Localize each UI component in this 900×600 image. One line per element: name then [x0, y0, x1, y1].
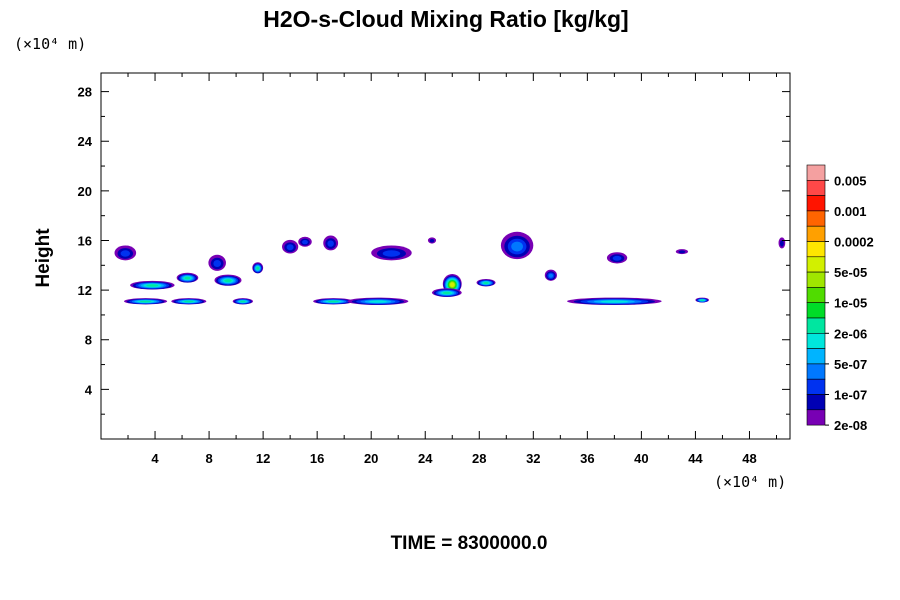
- cloud-contour: [139, 300, 152, 303]
- colorbar-swatch: [806, 363, 826, 380]
- y-axis-label: Height: [33, 228, 54, 288]
- y-tick-label: 16: [78, 233, 92, 248]
- colorbar-swatch: [806, 256, 826, 273]
- cloud-contour: [511, 241, 523, 252]
- x-axis-ticks: 4 8 12 16 20 24 28 32 36 40 44 48: [127, 73, 777, 466]
- cloud-field: [114, 231, 786, 306]
- x-tick-label: 4: [151, 451, 159, 466]
- cloud-contour: [256, 266, 260, 270]
- x-tick-label: 20: [364, 451, 378, 466]
- cloud-contour: [120, 250, 131, 257]
- colorbar-swatch: [806, 394, 826, 411]
- colorbar-label: 0.005: [834, 173, 867, 188]
- colorbar-label: 0.001: [834, 204, 867, 219]
- colorbar-swatch: [806, 210, 826, 227]
- y-tick-label: 24: [78, 134, 93, 149]
- cloud-contour: [213, 259, 221, 267]
- cloud-contour: [240, 300, 246, 303]
- y-tick-label: 20: [78, 184, 92, 199]
- colorbar-label: 5e-05: [834, 265, 867, 280]
- cloud-contour: [286, 244, 294, 251]
- x-tick-label: 24: [418, 451, 433, 466]
- cloud-contour: [678, 250, 686, 254]
- cloud-contour: [700, 299, 705, 301]
- x-tick-label: 40: [634, 451, 648, 466]
- cloud-contour: [442, 291, 451, 295]
- cloud-contour: [146, 284, 159, 287]
- cloud-contour: [483, 281, 489, 284]
- cloud-contour: [382, 250, 401, 257]
- plot-frame: [100, 72, 791, 440]
- y-axis-unit-label: (×10⁴ m): [14, 35, 86, 53]
- y-tick-label: 12: [78, 283, 92, 298]
- colorbar-label: 1e-05: [834, 296, 867, 311]
- colorbar-swatch: [806, 409, 826, 426]
- colorbar: 0.005 0.001 0.0002 5e-05 1e-05 2e-06 5e-07 1e-0…: [806, 164, 874, 433]
- x-tick-label: 8: [205, 451, 212, 466]
- colorbar-swatch: [806, 195, 826, 212]
- x-tick-label: 12: [256, 451, 270, 466]
- y-tick-label: 28: [78, 85, 92, 100]
- cloud-contour: [224, 279, 232, 283]
- colorbar-swatch: [806, 225, 826, 242]
- cloud-contour: [184, 276, 191, 280]
- colorbar-swatch: [806, 378, 826, 395]
- x-tick-label: 44: [688, 451, 703, 466]
- cloud-contour: [600, 300, 629, 303]
- colorbar-swatch: [806, 302, 826, 319]
- colorbar-swatch: [806, 180, 826, 196]
- y-tick-label: 8: [85, 333, 92, 348]
- colorbar-label: 2e-08: [834, 418, 867, 433]
- colorbar-label: 5e-07: [834, 357, 867, 372]
- colorbar-swatch: [806, 271, 826, 288]
- colorbar-swatch: [806, 317, 826, 334]
- x-tick-label: 28: [472, 451, 486, 466]
- colorbar-swatch: [806, 287, 826, 303]
- colorbar-label: 1e-07: [834, 388, 867, 403]
- x-tick-label: 48: [742, 451, 756, 466]
- x-tick-label: 16: [310, 451, 324, 466]
- x-tick-label: 36: [580, 451, 594, 466]
- x-axis-unit-label: (×10⁴ m): [714, 473, 786, 491]
- cloud-contour: [429, 238, 435, 243]
- cloud-contour: [779, 240, 784, 247]
- colorbar-swatch: [806, 348, 826, 365]
- colorbar-label: 2e-06: [834, 326, 867, 341]
- y-axis-ticks: 4 8 12 16 20 24 28: [78, 85, 790, 415]
- cloud-contour: [184, 300, 194, 303]
- cloud-contour: [302, 239, 308, 245]
- time-label: TIME = 8300000.0: [391, 533, 548, 554]
- colorbar-label: 0.0002: [834, 235, 874, 250]
- cloud-contour: [450, 282, 455, 287]
- cloud-contour: [327, 240, 334, 247]
- y-tick-label: 4: [85, 382, 93, 397]
- x-tick-label: 32: [526, 451, 540, 466]
- chart-title: H2O-s-Cloud Mixing Ratio [kg/kg]: [263, 6, 628, 32]
- cloud-contour: [548, 273, 554, 278]
- cloud-contour: [327, 300, 339, 303]
- cloud-contour: [369, 300, 387, 303]
- cloud-contour: [612, 255, 622, 261]
- colorbar-swatch: [806, 241, 826, 258]
- colorbar-swatch: [806, 164, 826, 181]
- colorbar-swatch: [806, 332, 826, 349]
